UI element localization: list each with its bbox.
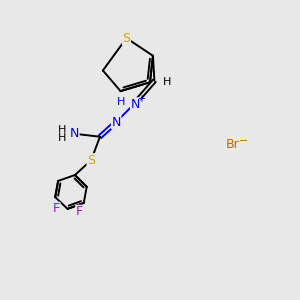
Text: N: N <box>112 116 121 128</box>
Text: F: F <box>53 202 60 215</box>
Text: H: H <box>58 125 67 135</box>
Text: N: N <box>130 98 140 111</box>
Text: H: H <box>163 77 171 87</box>
Text: S: S <box>87 154 95 167</box>
Text: Br: Br <box>226 138 239 151</box>
Text: H: H <box>58 133 67 143</box>
Text: −: − <box>239 136 248 146</box>
Text: S: S <box>122 32 130 45</box>
Text: +: + <box>137 94 145 104</box>
Text: F: F <box>76 205 83 218</box>
Text: H: H <box>117 97 126 107</box>
Text: N: N <box>70 127 79 140</box>
